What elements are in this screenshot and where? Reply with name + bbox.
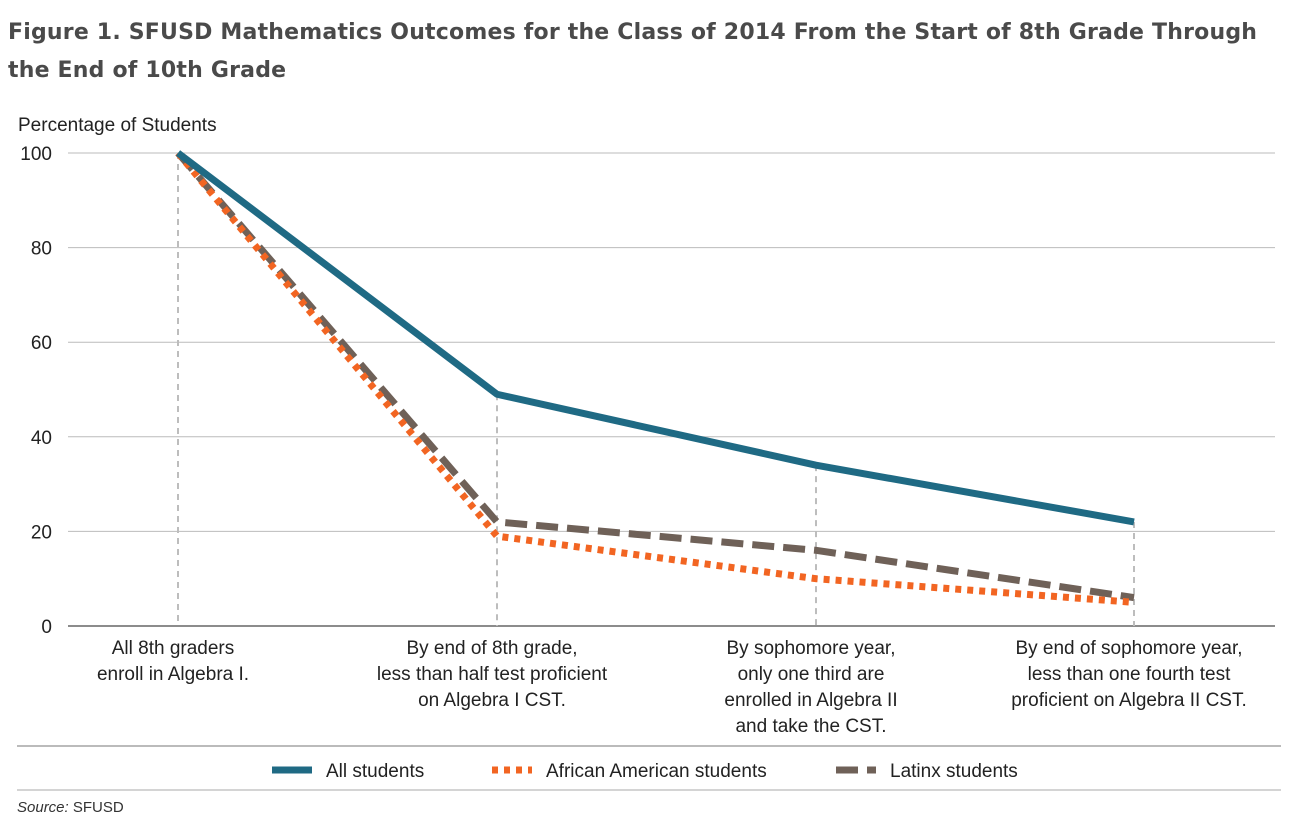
y-tick-label: 80 <box>31 239 52 260</box>
series-line-african-american-students <box>175 150 1135 606</box>
y-tick-label: 100 <box>20 144 52 165</box>
legend-label: Latinx students <box>890 761 1018 782</box>
category-guides <box>177 153 1135 626</box>
x-category-label: By end of 8th grade, less than half test … <box>377 638 608 711</box>
x-category-label: By end of sophomore year, less than one f… <box>1011 638 1247 711</box>
source-label: Source: <box>17 799 69 816</box>
gridlines <box>68 152 1275 627</box>
source-text: SFUSD <box>72 799 124 816</box>
chart-title: Figure 1. SFUSD Mathematics Outcomes for… <box>8 20 1258 83</box>
y-tick-label: 20 <box>31 522 52 543</box>
x-axis-categories: All 8th graders enroll in Algebra I. By en… <box>97 638 1247 737</box>
y-tick-label: 0 <box>41 617 52 638</box>
series-line-latinx-students <box>175 150 1135 602</box>
legend-label: All students <box>326 761 424 782</box>
y-tick-label: 60 <box>31 333 52 354</box>
y-axis-label: Percentage of Students <box>18 115 217 136</box>
y-tick-label: 40 <box>31 428 52 449</box>
series-lines <box>175 150 1135 606</box>
y-axis-ticks: 0 20 40 60 80 100 <box>20 144 52 638</box>
legend-label: African American students <box>546 761 767 782</box>
legend: All students African American students Lat… <box>272 761 1018 782</box>
series-line-all-students <box>175 150 1135 526</box>
x-category-label: All 8th graders enroll in Algebra I. <box>97 638 249 685</box>
source-note: Source: SFUSD <box>17 799 124 816</box>
x-category-label: By sophomore year, only one third are enro… <box>724 638 897 737</box>
